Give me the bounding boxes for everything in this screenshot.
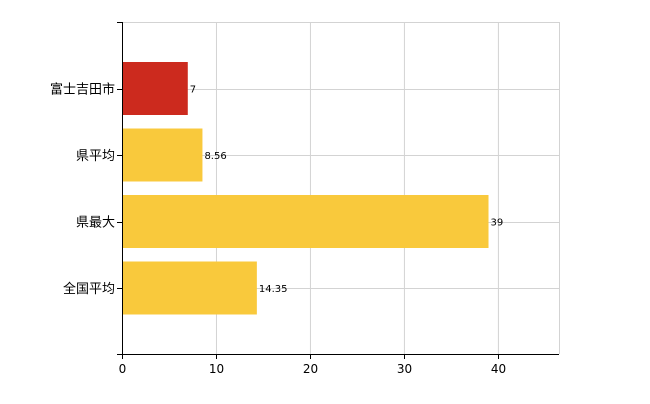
category-label-1: 県平均 [76, 149, 115, 164]
bars [122, 62, 489, 315]
x-tick-label-30: 30 [397, 362, 412, 376]
data-label-0: 7 [190, 85, 196, 96]
x-tick-label-10: 10 [209, 362, 224, 376]
bar-3 [122, 261, 257, 315]
category-label-3: 全国平均 [63, 281, 115, 297]
category-label-2: 県最大 [76, 216, 115, 231]
data-label-3: 14.35 [259, 284, 288, 295]
category-label-0: 富士吉田市 [50, 82, 115, 98]
x-tick-label-20: 20 [303, 362, 318, 376]
axes [117, 22, 559, 359]
bar-2 [122, 195, 489, 248]
data-label-2: 39 [491, 218, 504, 229]
bar-1 [122, 128, 203, 182]
x-tick-label-0: 0 [119, 362, 127, 376]
x-tick-label-40: 40 [491, 362, 506, 376]
bar-0 [122, 62, 188, 115]
data-label-1: 8.56 [204, 151, 226, 162]
